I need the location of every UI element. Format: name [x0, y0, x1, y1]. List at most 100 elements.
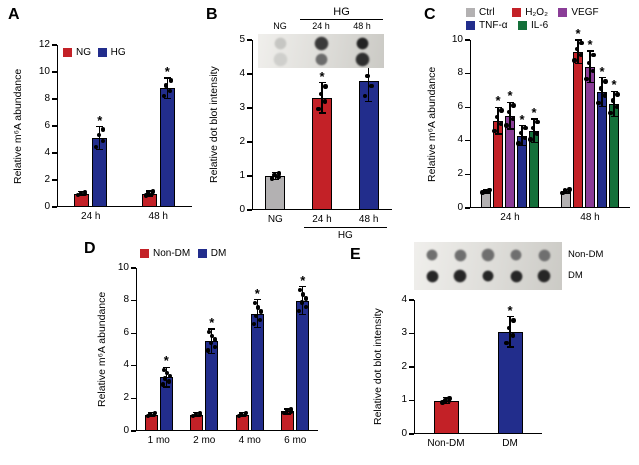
y-tick-mark — [52, 71, 57, 73]
error-bar-cap — [238, 416, 246, 418]
data-point — [602, 93, 608, 98]
data-point — [596, 100, 601, 105]
significance-marker: * — [599, 63, 605, 79]
data-point — [586, 60, 592, 66]
data-point — [365, 73, 370, 78]
y-tick-label: 8 — [123, 294, 129, 306]
data-point — [258, 309, 263, 314]
legend-swatch — [558, 8, 568, 17]
data-point — [591, 52, 596, 58]
error-bar-cap — [586, 82, 594, 84]
x-tick-label: 48 h — [580, 212, 600, 223]
data-point — [252, 301, 257, 306]
y-tick-label: 8 — [457, 67, 463, 79]
error-bar-cap — [530, 141, 538, 144]
bar — [517, 135, 527, 208]
y-tick-label: 1 — [239, 169, 245, 181]
panel-d-label: D — [84, 240, 96, 257]
y-tick-label: 1 — [401, 394, 407, 405]
legend-label: NG — [76, 47, 91, 58]
data-point — [516, 141, 521, 146]
error-bar-cap — [518, 145, 526, 147]
data-point — [150, 189, 155, 194]
legend-swatch — [197, 249, 207, 258]
y-tick-mark — [131, 267, 136, 269]
data-point — [560, 190, 565, 195]
legend-swatch — [466, 8, 475, 17]
error-bar-cap — [208, 352, 216, 355]
y-tick-label: 2 — [239, 135, 245, 147]
bar — [497, 331, 523, 434]
error-bar-cap — [145, 195, 153, 197]
x-tick-label: 24 h — [312, 214, 332, 225]
y-tick-label: 6 — [457, 100, 463, 112]
inset-column-label: 24 h — [312, 21, 330, 31]
panel-d-chart: 0 2 4 6 8 10 1 mo * 2 mo * 4 mo * 6 mo * Non-DM DM — [78, 238, 342, 464]
blot-dot — [537, 269, 551, 283]
error-bar-cap — [598, 105, 606, 107]
data-point — [160, 382, 165, 387]
panel-c-label: C — [424, 6, 436, 23]
data-point — [567, 187, 572, 192]
data-point — [210, 333, 215, 339]
data-point — [101, 127, 106, 132]
data-point — [161, 93, 166, 98]
y-tick-label: 5 — [239, 33, 245, 45]
significance-marker: * — [519, 111, 525, 127]
panel-e-chart: 0 1 2 3 4 Non-DM DM * Non-DM DM — [348, 238, 637, 464]
blot-dot — [482, 270, 494, 282]
plot-area — [414, 300, 542, 434]
data-point — [369, 83, 374, 89]
data-point — [299, 300, 304, 305]
x-tick-label: 4 mo — [238, 435, 261, 446]
legend-item: HG — [97, 47, 126, 58]
legend-label: Ctrl — [479, 7, 495, 18]
error-bar-cap — [96, 126, 104, 128]
significance-marker: * — [300, 272, 306, 288]
data-point — [254, 313, 259, 318]
data-point — [78, 190, 83, 196]
data-point — [100, 138, 105, 144]
data-point — [482, 188, 488, 193]
error-bar — [613, 91, 615, 117]
data-point — [243, 411, 248, 416]
significance-marker: * — [163, 353, 169, 369]
error-bar-cap — [271, 178, 279, 181]
panel-a-chart: 0 2 4 6 8 10 12 24 h * 48 h * NG HG — [6, 4, 204, 236]
y-tick-mark — [247, 39, 252, 41]
error-bar — [577, 40, 579, 64]
data-point — [167, 373, 172, 378]
y-tick-mark — [52, 98, 57, 100]
legend-swatch — [140, 249, 149, 258]
data-point — [206, 348, 211, 353]
error-bar-cap — [284, 413, 292, 415]
data-point — [208, 340, 213, 346]
y-tick-mark — [247, 175, 252, 177]
data-point — [578, 52, 584, 57]
error-bar-cap — [482, 192, 490, 194]
error-bar-cap — [586, 50, 594, 52]
significance-marker: * — [587, 36, 593, 52]
blot-dot — [426, 249, 438, 261]
error-bar — [368, 60, 370, 102]
error-bar-cap — [506, 316, 514, 318]
data-point — [584, 76, 589, 82]
inset-column-label: 48 h — [353, 21, 371, 31]
legend-label: TNF-α — [479, 20, 508, 31]
blot-dot — [425, 269, 439, 283]
y-tick-mark — [409, 332, 414, 335]
error-bar-cap — [147, 416, 155, 418]
legend-swatch — [63, 48, 72, 57]
data-point — [213, 337, 218, 342]
error-bar-cap — [506, 128, 514, 130]
blot-dot — [355, 36, 369, 50]
y-tick-mark — [465, 72, 470, 75]
y-tick-label: 8 — [44, 92, 50, 104]
plot-area — [470, 40, 630, 208]
bar — [296, 300, 310, 431]
y-tick-mark — [247, 107, 252, 109]
data-point — [207, 329, 212, 335]
x-tick-label: NG — [267, 214, 283, 225]
group-bracket-line — [304, 227, 387, 229]
data-point — [598, 86, 604, 91]
